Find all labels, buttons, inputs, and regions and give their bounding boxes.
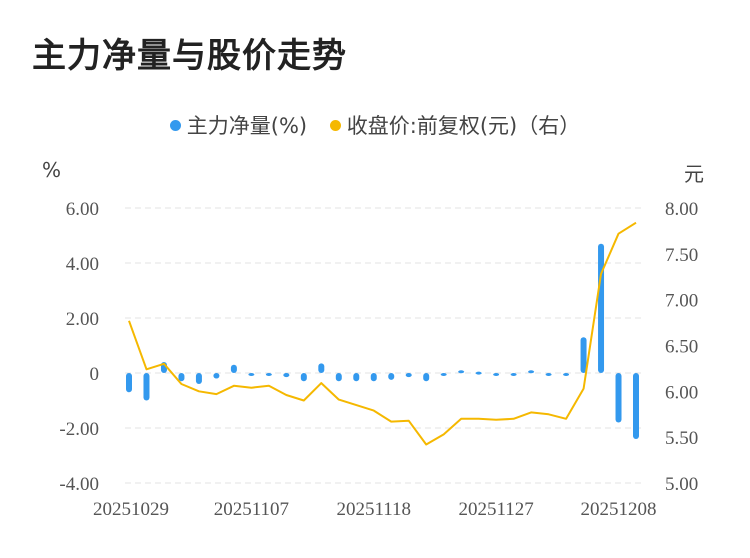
bar — [615, 373, 622, 423]
bar — [388, 373, 395, 380]
right-tick-label: 8.00 — [665, 199, 698, 220]
x-tick-label: 20251118 — [336, 499, 411, 520]
bar — [405, 373, 412, 378]
bar — [353, 373, 360, 382]
left-axis-unit: % — [42, 158, 62, 182]
x-tick-label: 20251107 — [214, 499, 289, 520]
legend-label-net-flow: 主力净量(%) — [186, 114, 308, 138]
left-tick-label: 4.00 — [66, 254, 99, 275]
bar — [370, 373, 377, 382]
bar — [458, 370, 465, 374]
bar — [440, 373, 447, 376]
bar — [510, 373, 517, 376]
left-tick-label: -4.00 — [59, 474, 99, 495]
bar — [528, 370, 535, 374]
bar — [423, 373, 430, 382]
bar — [248, 373, 255, 376]
bar — [545, 373, 552, 376]
right-tick-label: 6.50 — [665, 337, 698, 358]
bar — [230, 364, 237, 373]
x-tick-label: 20251029 — [93, 499, 169, 520]
bar — [335, 373, 342, 382]
bar — [580, 337, 587, 373]
right-tick-label: 5.50 — [665, 428, 698, 449]
chart-title: 主力净量与股价走势 — [32, 36, 347, 76]
left-tick-label: 2.00 — [66, 309, 99, 330]
bar — [283, 373, 290, 378]
right-axis-unit: 元 — [684, 162, 704, 186]
bar — [300, 373, 307, 382]
bar — [143, 373, 150, 401]
price-line — [128, 221, 637, 446]
left-tick-label: 0 — [90, 364, 100, 385]
bar — [213, 373, 220, 379]
right-tick-label: 5.00 — [665, 474, 698, 495]
bar — [178, 373, 185, 382]
x-tick-label: 20251208 — [581, 499, 657, 520]
bar — [318, 363, 325, 373]
right-tick-label: 7.00 — [665, 291, 698, 312]
bar — [493, 373, 500, 376]
bar — [633, 373, 639, 439]
bar — [475, 371, 482, 375]
bar — [563, 373, 570, 376]
right-tick-label: 7.50 — [665, 245, 698, 266]
left-tick-label: -2.00 — [59, 419, 99, 440]
legend-dot-close-price — [329, 119, 341, 131]
legend-label-close-price: 收盘价:前复权(元)（右） — [346, 114, 581, 138]
left-tick-label: 6.00 — [66, 199, 99, 220]
legend-item-net-flow[interactable]: 主力净量(%) — [169, 110, 308, 140]
x-tick-label: 20251127 — [458, 499, 533, 520]
bar — [265, 373, 272, 376]
bar — [195, 373, 202, 384]
bar — [126, 373, 132, 393]
legend-dot-net-flow — [169, 119, 181, 131]
legend-item-close-price[interactable]: 收盘价:前复权(元)（右） — [329, 110, 581, 140]
bar — [598, 243, 605, 373]
right-tick-label: 6.00 — [665, 382, 698, 403]
legend: 主力净量(%) 收盘价:前复权(元)（右） — [0, 110, 750, 140]
